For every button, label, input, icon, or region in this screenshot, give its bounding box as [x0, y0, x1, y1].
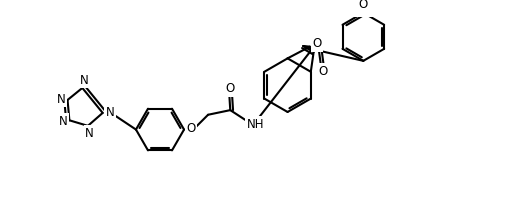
Text: NH: NH — [247, 117, 264, 131]
Text: N: N — [85, 127, 94, 140]
Text: O: O — [359, 0, 368, 11]
Text: N: N — [106, 106, 115, 119]
Text: O: O — [225, 82, 235, 95]
Text: N: N — [57, 93, 66, 105]
Text: O: O — [313, 37, 322, 50]
Text: O: O — [318, 65, 327, 77]
Text: N: N — [80, 74, 89, 87]
Text: O: O — [187, 122, 196, 135]
Text: N: N — [58, 115, 67, 128]
